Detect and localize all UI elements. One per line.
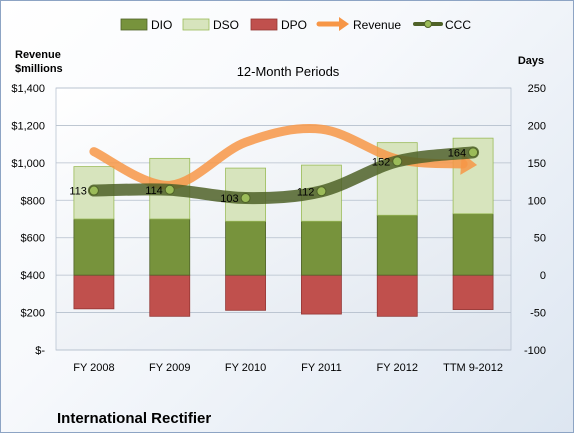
- left-tick-label: $800: [21, 195, 45, 207]
- left-tick-label: $1,400: [11, 83, 45, 95]
- left-tick-label: $-: [35, 345, 45, 357]
- ccc-data-label: 164: [448, 147, 466, 159]
- ccc-point: [468, 147, 479, 158]
- right-tick-label: -100: [524, 345, 546, 357]
- bar-dpo: [149, 274, 191, 317]
- ccc-data-label: 112: [297, 186, 315, 198]
- left-tick-label: $200: [21, 308, 45, 320]
- bar-dio: [452, 213, 494, 276]
- bar-dpo: [301, 274, 342, 315]
- bar-dpo: [73, 274, 115, 310]
- ccc-data-label: 114: [145, 185, 163, 197]
- legend-label-dio: DIO: [151, 18, 172, 32]
- right-axis-title: Days: [518, 55, 544, 67]
- series-lines: [87, 124, 480, 205]
- legend-marker-ccc: [424, 20, 432, 28]
- x-tick-label: FY 2012: [377, 362, 418, 374]
- x-tick-label: FY 2011: [301, 362, 342, 374]
- gridlines: [56, 87, 511, 351]
- x-tick-label: FY 2008: [73, 362, 114, 374]
- legend-item-ccc: CCC: [413, 18, 471, 32]
- chart-title: 12-Month Periods: [237, 64, 340, 79]
- legend-swatch-dpo: [250, 18, 278, 31]
- bar-dio: [73, 218, 115, 276]
- legend: DIO DSO DPO Revenue CCC: [120, 17, 471, 32]
- x-tick-label: FY 2010: [225, 362, 266, 374]
- left-axis-title-line1: Revenue: [15, 49, 61, 61]
- legend-swatch-dso: [182, 18, 210, 31]
- ccc-line: [87, 146, 480, 205]
- right-tick-label: 50: [534, 233, 546, 245]
- bar-dpo: [376, 274, 418, 317]
- legend-label-ccc: CCC: [445, 18, 471, 32]
- right-tick-label: 0: [540, 270, 546, 282]
- legend-item-dso: DSO: [182, 18, 239, 32]
- ccc-data-label: 152: [372, 156, 390, 168]
- right-axis-ticks: -100 -50 0 50 100 150 200 250: [524, 83, 546, 357]
- ccc-data-label: 103: [220, 193, 238, 205]
- right-tick-label: 200: [528, 120, 546, 132]
- left-axis-title-line2: $millions: [15, 63, 63, 75]
- legend-item-dpo: DPO: [250, 18, 307, 32]
- legend-label-revenue: Revenue: [353, 18, 401, 32]
- legend-swatch-dio: [120, 18, 148, 31]
- left-tick-label: $600: [21, 233, 45, 245]
- ccc-point: [164, 184, 175, 195]
- bar-dio: [376, 214, 418, 276]
- bar-dpo: [225, 274, 266, 311]
- legend-label-dpo: DPO: [281, 18, 307, 32]
- ccc-point: [88, 185, 99, 196]
- company-name: International Rectifier: [57, 410, 211, 427]
- bar-dio: [301, 220, 342, 276]
- bar-dpo: [452, 274, 494, 310]
- legend-item-dio: DIO: [120, 18, 172, 32]
- x-tick-label: TTM 9-2012: [443, 362, 503, 374]
- left-tick-label: $1,000: [11, 158, 45, 170]
- left-axis-ticks: $- $200 $400 $600 $800 $1,000 $1,200 $1,400: [11, 83, 45, 357]
- ccc-point: [316, 186, 327, 197]
- bar-dio: [225, 220, 266, 276]
- ccc-data-label: 113: [69, 186, 87, 198]
- legend-arrow-revenue: [339, 17, 349, 31]
- left-axis-title: Revenue $millions: [15, 49, 64, 75]
- bar-dio: [149, 218, 191, 276]
- left-tick-label: $400: [21, 270, 45, 282]
- right-tick-label: 150: [528, 158, 546, 170]
- ccc-point: [240, 193, 251, 204]
- right-tick-label: 250: [528, 83, 546, 95]
- right-tick-label: 100: [528, 195, 546, 207]
- ccc-point: [392, 156, 403, 167]
- data-labels: 113 114 103 112 152 164: [69, 147, 466, 205]
- left-tick-label: $1,200: [11, 120, 45, 132]
- legend-label-dso: DSO: [213, 18, 239, 32]
- right-tick-label: -50: [530, 308, 546, 320]
- x-axis-ticks: FY 2008 FY 2009 FY 2010 FY 2011 FY 2012 TTM 9…: [73, 362, 503, 374]
- legend-item-revenue: Revenue: [316, 17, 401, 32]
- x-tick-label: FY 2009: [149, 362, 190, 374]
